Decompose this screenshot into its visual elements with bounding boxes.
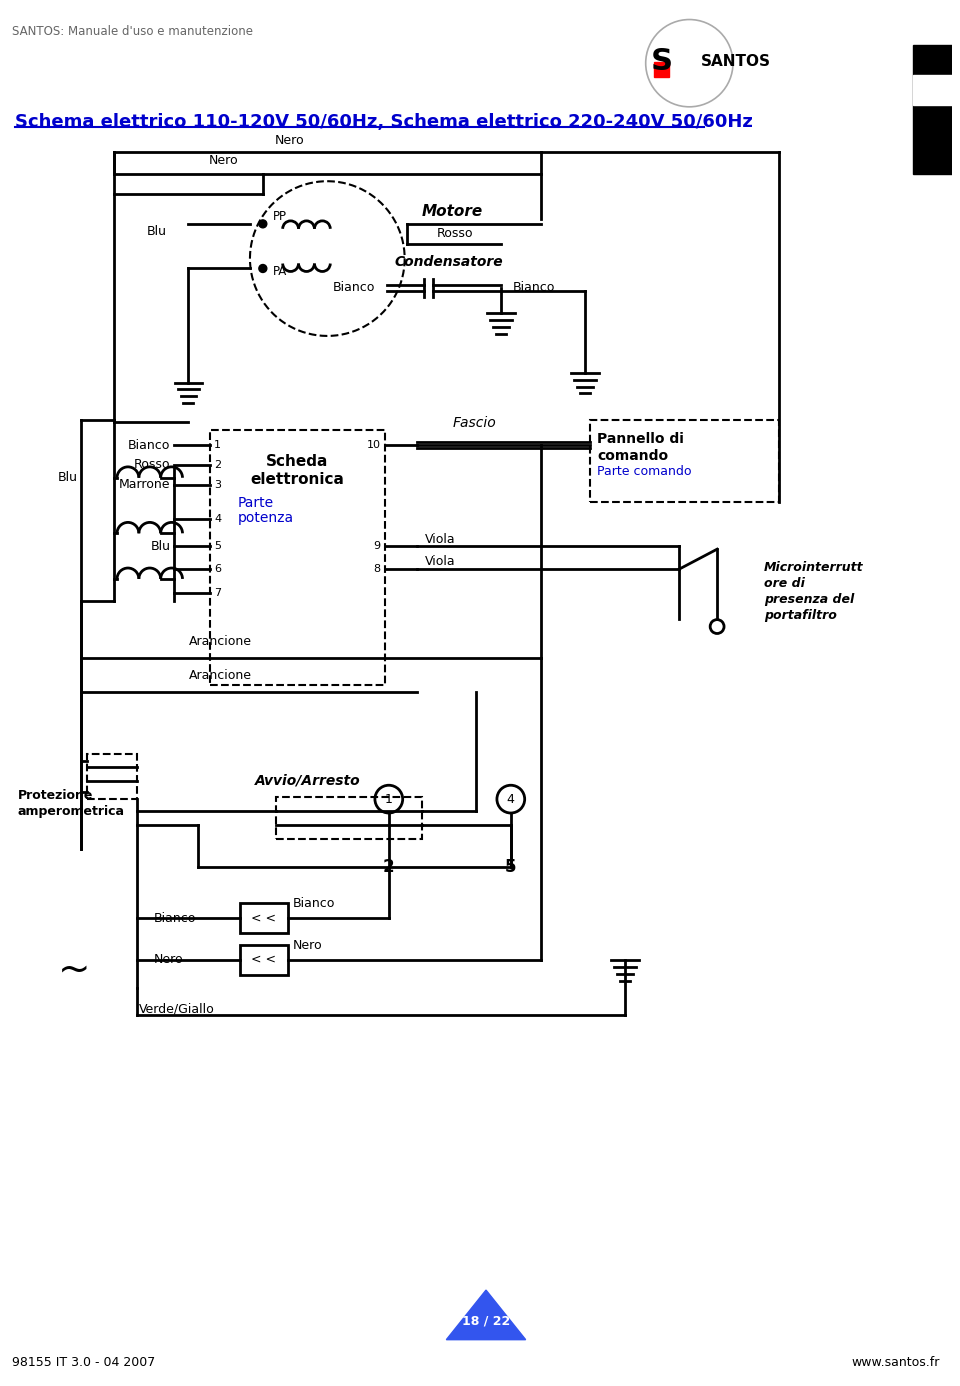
Text: Marrone: Marrone: [119, 478, 171, 491]
Text: Blu: Blu: [58, 471, 78, 484]
Text: < <: < <: [252, 954, 276, 966]
Text: ore di: ore di: [764, 577, 804, 590]
Text: ~: ~: [59, 951, 90, 988]
Text: Bianco: Bianco: [129, 438, 171, 452]
Text: Nero: Nero: [293, 938, 323, 952]
Text: 6: 6: [214, 564, 221, 574]
Text: 4: 4: [507, 793, 515, 805]
Text: Nero: Nero: [154, 954, 183, 966]
Text: Blu: Blu: [147, 226, 167, 238]
Text: portafiltro: portafiltro: [764, 608, 836, 622]
Text: 9: 9: [373, 541, 381, 552]
Text: 2: 2: [383, 858, 395, 876]
Text: Arancione: Arancione: [188, 669, 252, 682]
Text: Motore: Motore: [421, 205, 483, 219]
Text: S: S: [651, 47, 673, 76]
Text: Bianco: Bianco: [332, 281, 375, 294]
Text: Bianco: Bianco: [154, 912, 196, 924]
Bar: [276, 797, 421, 839]
Text: 5: 5: [214, 541, 221, 552]
Text: www.santos.fr: www.santos.fr: [852, 1356, 940, 1369]
Text: Nero: Nero: [275, 134, 304, 147]
Text: Nero: Nero: [208, 154, 238, 168]
Text: Parte: Parte: [238, 496, 275, 510]
Text: Parte comando: Parte comando: [597, 464, 691, 478]
Text: 2: 2: [214, 460, 222, 470]
Text: amperometrica: amperometrica: [18, 805, 125, 818]
Text: Blu: Blu: [151, 539, 171, 553]
Bar: [654, 62, 668, 78]
Text: Viola: Viola: [424, 554, 455, 568]
Bar: [590, 420, 779, 502]
Text: potenza: potenza: [238, 511, 294, 525]
Bar: [913, 46, 952, 175]
Text: < <: < <: [252, 912, 276, 924]
Text: Bianco: Bianco: [293, 897, 335, 911]
Text: 18 / 22: 18 / 22: [462, 1314, 510, 1328]
Text: 4: 4: [214, 514, 222, 524]
Bar: [240, 945, 288, 974]
Text: Schema elettrico 110-120V 50/60Hz, Schema elettrico 220-240V 50/60Hz: Schema elettrico 110-120V 50/60Hz, Schem…: [14, 112, 753, 130]
Text: Condensatore: Condensatore: [394, 255, 503, 269]
Text: SANTOS: Manuale d'uso e manutenzione: SANTOS: Manuale d'uso e manutenzione: [12, 25, 252, 39]
Text: Fascio: Fascio: [452, 416, 496, 430]
Text: Pannello di: Pannello di: [597, 432, 684, 446]
Text: Rosso: Rosso: [437, 227, 473, 240]
Text: 7: 7: [214, 588, 222, 597]
Text: 8: 8: [373, 564, 381, 574]
Circle shape: [259, 220, 267, 227]
Text: 5: 5: [505, 858, 516, 876]
Text: presenza del: presenza del: [764, 593, 854, 606]
Text: 1: 1: [385, 793, 393, 805]
Text: PP: PP: [273, 211, 287, 223]
Text: SANTOS: SANTOS: [701, 54, 771, 69]
Bar: [240, 904, 288, 933]
Text: Scheda: Scheda: [266, 455, 328, 468]
Bar: [913, 75, 952, 105]
Bar: [87, 754, 137, 800]
Text: 1: 1: [214, 439, 221, 450]
Text: Microinterrutt: Microinterrutt: [764, 561, 863, 574]
Text: Arancione: Arancione: [188, 635, 252, 649]
Text: elettronica: elettronica: [251, 471, 345, 486]
Text: 3: 3: [214, 480, 221, 489]
Text: PA: PA: [273, 265, 287, 279]
Text: Bianco: Bianco: [513, 281, 555, 294]
Circle shape: [259, 265, 267, 273]
Text: Protezione: Protezione: [18, 789, 93, 802]
Text: Rosso: Rosso: [134, 459, 171, 471]
Text: 98155 IT 3.0 - 04 2007: 98155 IT 3.0 - 04 2007: [12, 1356, 156, 1369]
Bar: [210, 430, 385, 685]
Polygon shape: [446, 1290, 526, 1340]
Text: Avvio/Arresto: Avvio/Arresto: [254, 773, 360, 787]
Text: 10: 10: [367, 439, 381, 450]
Text: Verde/Giallo: Verde/Giallo: [139, 1002, 215, 1016]
Text: comando: comando: [597, 449, 668, 463]
Circle shape: [646, 19, 733, 107]
Text: Viola: Viola: [424, 532, 455, 546]
